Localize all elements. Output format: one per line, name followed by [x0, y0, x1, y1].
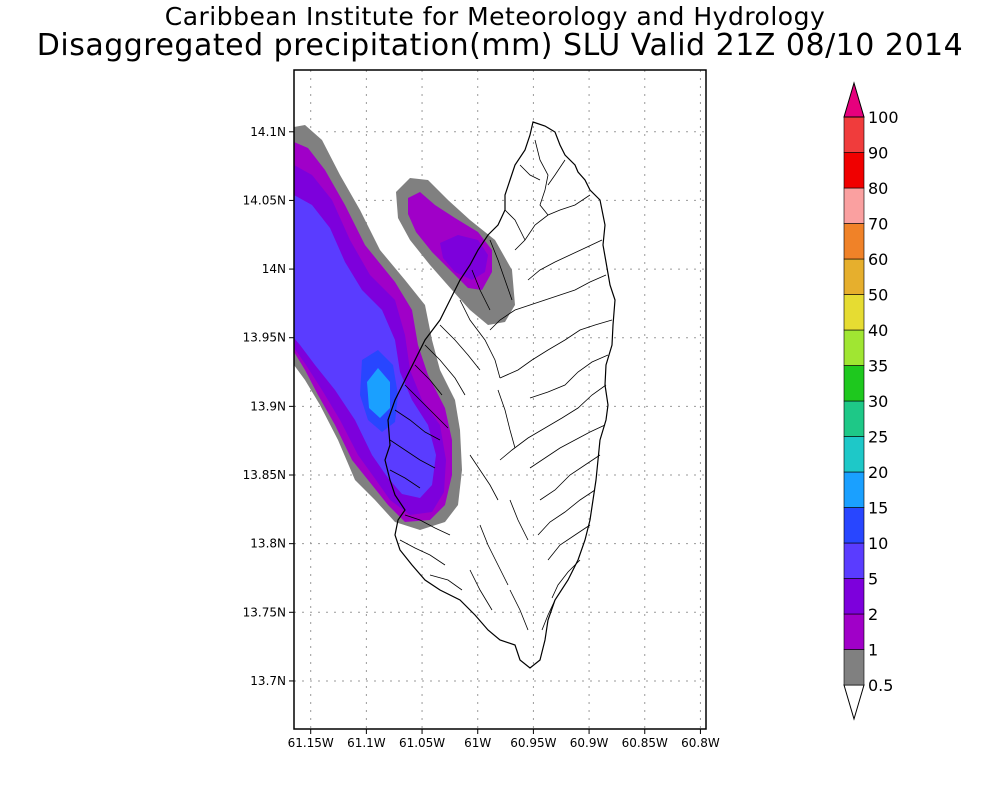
colorbar-swatch	[843, 400, 865, 437]
precipitation-shading	[294, 125, 515, 530]
colorbar-label: 60	[868, 250, 888, 269]
island-saint-lucia	[384, 121, 616, 669]
island-rivers	[389, 139, 613, 631]
x-tick-label: 61.15W	[288, 736, 334, 750]
y-tick-label: 14N	[262, 262, 286, 276]
y-tick-label: 13.7N	[250, 674, 286, 688]
colorbar-label: 2	[868, 605, 878, 624]
colorbar-label: 100	[868, 108, 899, 127]
island-coastline	[384, 121, 616, 669]
colorbar-swatch	[843, 187, 865, 224]
x-tick-label: 60.85W	[622, 736, 668, 750]
colorbar-label: 25	[868, 428, 888, 447]
colorbar-swatch	[843, 436, 865, 473]
colorbar-label: 10	[868, 534, 888, 553]
y-tick-label: 13.75N	[243, 605, 286, 619]
colorbar-swatch	[843, 223, 865, 260]
chart-subtitle: Disaggregated precipitation(mm) SLU Vali…	[36, 28, 964, 63]
colorbar-label: 5	[868, 570, 878, 589]
colorbar-swatch	[843, 258, 865, 295]
colorbar-label: 50	[868, 286, 888, 305]
colorbar-swatch	[843, 542, 865, 579]
x-tick-label: 60.95W	[510, 736, 556, 750]
colorbar-label: 70	[868, 215, 888, 234]
y-tick-label: 13.9N	[250, 399, 286, 413]
y-tick-label: 14.05N	[243, 193, 286, 207]
colorbar-swatch	[843, 294, 865, 331]
colorbar-label: 35	[868, 357, 888, 376]
axis-ticks: 61.15W 61.1W 61.05W 61W 60.95W 60.9W 60.85W 60.…	[243, 125, 720, 750]
colorbar-label: 80	[868, 179, 888, 198]
precip-band-west-lightblue	[367, 368, 390, 418]
colorbar-swatch	[843, 649, 865, 686]
colorbar-swatch	[843, 116, 865, 153]
map-frame	[293, 69, 707, 730]
y-tick-label: 14.1N	[250, 125, 286, 139]
colorbar-label: 90	[868, 144, 888, 163]
colorbar-swatch	[843, 365, 865, 402]
x-tick-label: 61.05W	[399, 736, 445, 750]
colorbar-label: 40	[868, 321, 888, 340]
colorbar-label: 30	[868, 392, 888, 411]
colorbar-swatch	[843, 471, 865, 508]
colorbar-bottom-arrow	[843, 684, 865, 721]
colorbar-swatch	[843, 578, 865, 615]
colorbar-label: 0.5	[868, 676, 893, 695]
y-tick-label: 13.95N	[243, 331, 286, 345]
colorbar-label: 15	[868, 499, 888, 518]
x-tick-label: 60.9W	[570, 736, 609, 750]
precip-band-north-violet	[440, 235, 488, 280]
precip-band-west-bluepurple	[294, 195, 436, 498]
colorbar-label: 20	[868, 463, 888, 482]
colorbar-top-arrow	[843, 81, 865, 118]
y-tick-label: 13.85N	[243, 468, 286, 482]
colorbar-swatch	[843, 152, 865, 189]
colorbar-label: 1	[868, 641, 878, 660]
x-tick-label: 61W	[464, 736, 491, 750]
colorbar-swatch	[843, 507, 865, 544]
y-tick-label: 13.8N	[250, 537, 286, 551]
chart-title: Caribbean Institute for Meteorology and …	[164, 2, 826, 31]
colorbar-swatch	[843, 329, 865, 366]
x-tick-label: 61.1W	[347, 736, 386, 750]
colorbar-swatch	[843, 613, 865, 650]
x-tick-label: 60.8W	[681, 736, 720, 750]
